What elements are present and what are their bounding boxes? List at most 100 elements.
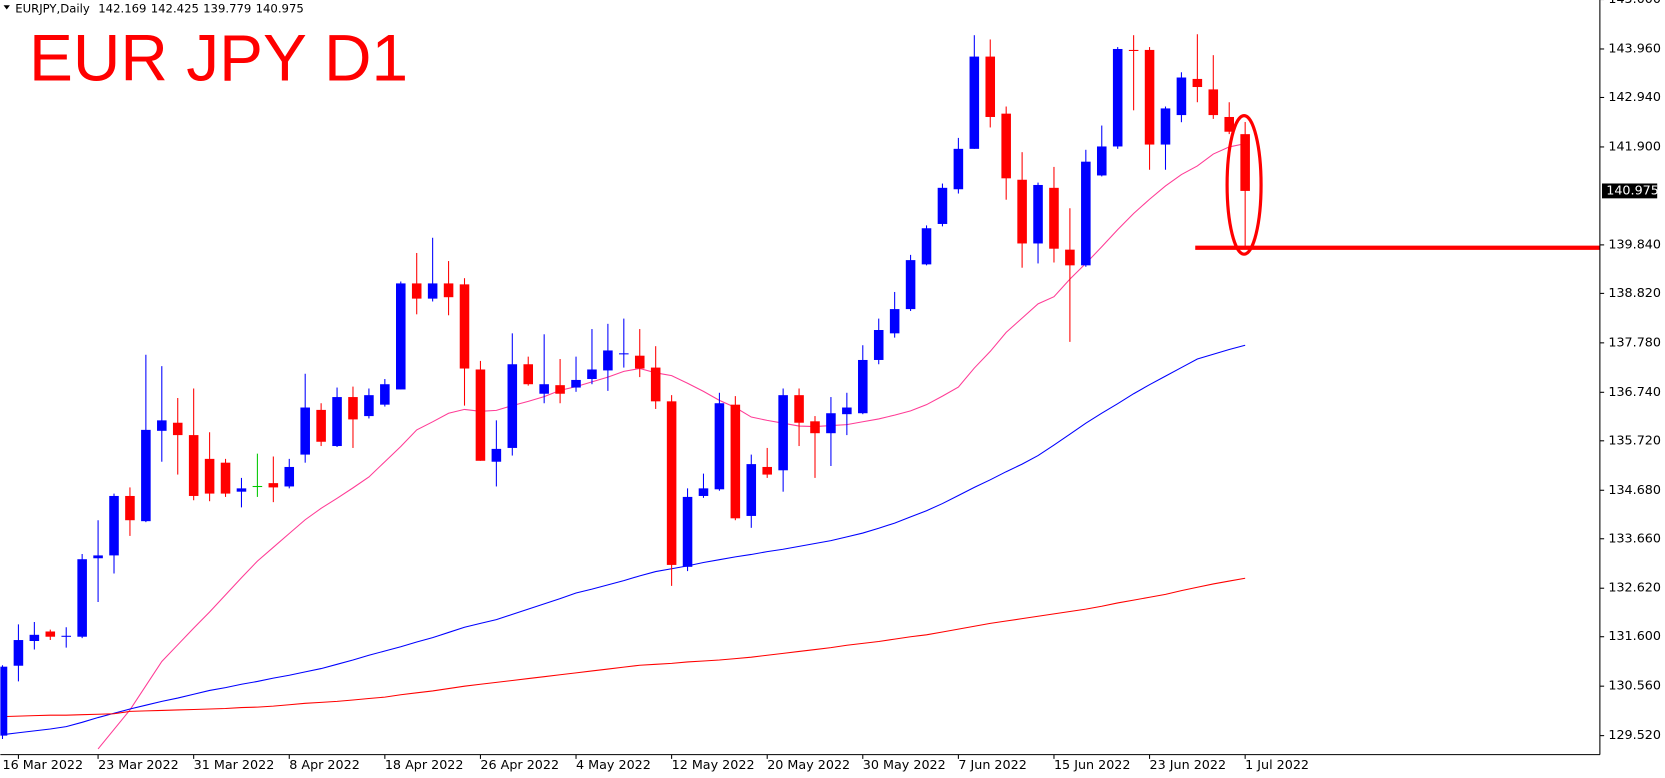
y-tick-label: 138.820: [1608, 286, 1661, 301]
candle-body: [284, 466, 295, 487]
candle-body: [1160, 108, 1171, 145]
candle-body: [730, 404, 741, 519]
y-tick-label: 141.900: [1608, 139, 1661, 154]
candle-body: [1017, 179, 1027, 244]
header-high: 142.425: [151, 1, 199, 15]
menu-arrow: [3, 5, 10, 10]
y-tick-label: 137.780: [1608, 335, 1661, 350]
candle-body: [1096, 146, 1107, 176]
highlight-ellipse: [1225, 114, 1263, 256]
candle-body: [1144, 49, 1155, 145]
candle-body: [682, 496, 693, 567]
candle-body: [921, 228, 932, 265]
candle-body: [332, 397, 342, 447]
candle-body: [826, 413, 836, 434]
candle-body: [45, 631, 56, 637]
candle-body: [1208, 89, 1219, 116]
candle-body: [587, 369, 597, 379]
candle-body: [539, 384, 549, 394]
y-tick-label: 131.600: [1608, 629, 1661, 644]
moving-average: [2, 344, 1246, 736]
candle-body: [603, 350, 613, 371]
candle-body: [507, 364, 518, 448]
candle-body: [157, 420, 167, 431]
x-tick-label: 8 Apr 2022: [289, 758, 360, 773]
candle-body: [220, 462, 231, 494]
y-tick-label: 139.840: [1608, 237, 1661, 252]
candle-body: [1128, 49, 1139, 51]
x-tick-label: 12 May 2022: [672, 758, 755, 773]
y-tick-label: 143.960: [1608, 41, 1661, 56]
moving-average: [97, 143, 1246, 750]
candle-body: [172, 422, 183, 436]
candle-body: [794, 395, 804, 423]
candle-body: [555, 385, 565, 394]
candle-body: [1081, 161, 1091, 266]
y-tick-label: 134.680: [1608, 483, 1661, 498]
candle-body: [1192, 78, 1203, 88]
candle-body: [77, 559, 87, 637]
candle-body: [443, 283, 454, 298]
header-low: 139.779: [203, 1, 251, 15]
candle-body: [698, 488, 709, 496]
candle-body: [61, 635, 71, 637]
candle-body: [666, 401, 677, 565]
y-tick-label: 136.740: [1608, 385, 1661, 400]
plot-area: [0, 34, 1600, 750]
candle-body: [778, 395, 788, 471]
x-tick-label: 20 May 2022: [767, 758, 850, 773]
x-tick-label: 30 May 2022: [863, 758, 946, 773]
candle-body: [842, 407, 852, 415]
candle-body: [236, 488, 247, 492]
x-tick-label: 15 Jun 2022: [1054, 758, 1131, 773]
y-tick-label: 130.560: [1608, 679, 1661, 694]
header-close: 140.975: [256, 1, 304, 15]
y-tick-label: 132.620: [1608, 581, 1661, 596]
candle-body: [316, 409, 326, 442]
symbol: EURJPY,Daily: [15, 1, 90, 15]
x-tick-label: 31 Mar 2022: [194, 758, 275, 773]
candle-body: [1049, 187, 1059, 249]
candle-body: [571, 379, 581, 388]
candle-body: [523, 364, 534, 385]
candle-body: [411, 283, 422, 299]
candle-body: [858, 359, 868, 414]
y-tick-label: 135.720: [1608, 433, 1661, 448]
x-tick-label: 23 Mar 2022: [98, 758, 179, 773]
candle-body: [634, 355, 645, 369]
y-tick-label: 133.660: [1608, 531, 1661, 546]
x-tick-label: 16 Mar 2022: [2, 758, 83, 773]
chart-title: EUR JPY D1: [29, 21, 408, 95]
candle-body: [1176, 77, 1187, 116]
moving-average: [2, 577, 1246, 718]
x-tick-label: 7 Jun 2022: [958, 758, 1026, 773]
candle-body: [268, 483, 279, 488]
candle-body: [619, 353, 629, 355]
candle-body: [0, 666, 8, 736]
x-tick-label: 18 Apr 2022: [385, 758, 464, 773]
y-tick-label: 145.000: [1608, 0, 1661, 7]
candle-body: [93, 555, 103, 559]
candle-body: [1001, 113, 1011, 179]
x-tick-label: 4 May 2022: [576, 758, 651, 773]
price-box-label: 140.975: [1606, 183, 1659, 198]
candle-body: [427, 283, 438, 299]
candle-body: [188, 435, 199, 496]
candle-body: [762, 466, 772, 475]
candle-body: [252, 485, 263, 488]
candle-body: [985, 56, 996, 117]
x-tick-label: 26 Apr 2022: [480, 758, 559, 773]
candle-body: [29, 634, 40, 642]
candle-body: [889, 309, 900, 334]
candle-body: [348, 397, 358, 420]
price-box: [1602, 183, 1658, 199]
candle-body: [459, 284, 470, 369]
candle-body: [1224, 116, 1234, 132]
candle-body: [937, 187, 948, 224]
candle-body: [125, 495, 135, 521]
candle-body: [109, 495, 119, 556]
candle-body: [380, 384, 390, 405]
candle-body: [746, 464, 757, 516]
